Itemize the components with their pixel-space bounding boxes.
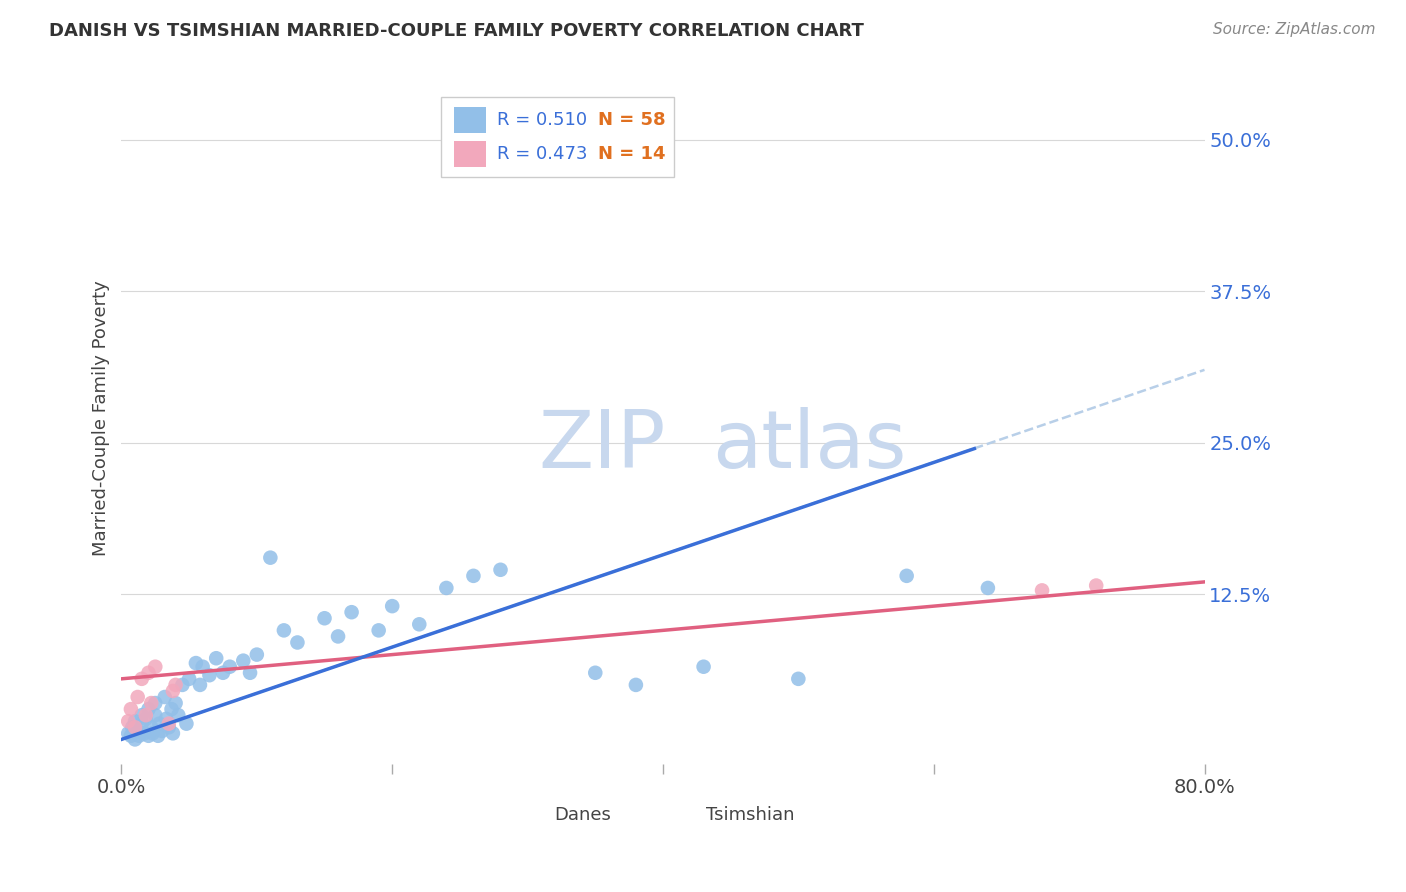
- Point: [367, 624, 389, 638]
- Point: [434, 581, 457, 595]
- Point: [191, 659, 214, 673]
- Point: [896, 569, 918, 583]
- Point: [408, 617, 430, 632]
- FancyBboxPatch shape: [517, 803, 547, 828]
- Point: [273, 624, 295, 638]
- Point: [157, 716, 180, 731]
- Point: [212, 665, 235, 680]
- Point: [142, 726, 165, 740]
- Text: atlas: atlas: [711, 407, 905, 485]
- Point: [117, 726, 139, 740]
- Point: [167, 708, 190, 723]
- FancyBboxPatch shape: [668, 803, 699, 828]
- Point: [188, 678, 211, 692]
- Point: [148, 716, 170, 731]
- Text: DANISH VS TSIMSHIAN MARRIED-COUPLE FAMILY POVERTY CORRELATION CHART: DANISH VS TSIMSHIAN MARRIED-COUPLE FAMIL…: [49, 22, 865, 40]
- Point: [172, 678, 194, 692]
- Point: [1031, 583, 1053, 598]
- Point: [124, 732, 146, 747]
- Point: [259, 550, 281, 565]
- Point: [160, 702, 183, 716]
- Point: [1085, 578, 1108, 592]
- FancyBboxPatch shape: [454, 141, 486, 167]
- Text: Danes: Danes: [554, 805, 612, 824]
- Text: ZIP: ZIP: [538, 407, 666, 485]
- Point: [165, 678, 187, 692]
- Point: [128, 729, 150, 743]
- Point: [138, 702, 160, 716]
- Point: [143, 708, 166, 723]
- Point: [287, 635, 309, 649]
- Point: [787, 672, 810, 686]
- Text: R = 0.510: R = 0.510: [498, 111, 588, 129]
- Point: [121, 720, 143, 734]
- FancyBboxPatch shape: [454, 107, 486, 133]
- Point: [489, 563, 512, 577]
- Point: [239, 665, 262, 680]
- Point: [314, 611, 336, 625]
- Point: [198, 668, 221, 682]
- Point: [246, 648, 269, 662]
- Point: [692, 659, 714, 673]
- Point: [135, 712, 157, 726]
- Point: [134, 726, 156, 740]
- FancyBboxPatch shape: [441, 97, 673, 177]
- Point: [155, 712, 177, 726]
- Point: [162, 684, 184, 698]
- Y-axis label: Married-Couple Family Poverty: Married-Couple Family Poverty: [93, 280, 110, 557]
- Point: [326, 629, 349, 643]
- Point: [176, 716, 198, 731]
- Point: [232, 654, 254, 668]
- Point: [120, 702, 142, 716]
- Point: [124, 714, 146, 729]
- Point: [624, 678, 647, 692]
- Point: [117, 714, 139, 729]
- Point: [165, 696, 187, 710]
- Point: [218, 659, 240, 673]
- Text: Source: ZipAtlas.com: Source: ZipAtlas.com: [1212, 22, 1375, 37]
- Point: [162, 726, 184, 740]
- Point: [127, 690, 149, 704]
- Point: [124, 720, 146, 734]
- Point: [131, 708, 153, 723]
- Text: Tsimshian: Tsimshian: [706, 805, 794, 824]
- Point: [131, 716, 153, 731]
- Text: N = 14: N = 14: [598, 145, 665, 162]
- Point: [138, 665, 160, 680]
- Point: [463, 569, 485, 583]
- Point: [143, 659, 166, 673]
- Point: [138, 729, 160, 743]
- Point: [120, 729, 142, 743]
- Text: N = 58: N = 58: [598, 111, 665, 129]
- Point: [184, 656, 207, 670]
- Point: [150, 723, 173, 738]
- Point: [135, 708, 157, 723]
- Point: [141, 696, 163, 710]
- Point: [977, 581, 1000, 595]
- Point: [153, 690, 176, 704]
- Point: [146, 729, 169, 743]
- Point: [583, 665, 606, 680]
- Point: [127, 723, 149, 738]
- Point: [205, 651, 228, 665]
- Point: [157, 720, 180, 734]
- Point: [340, 605, 363, 619]
- Point: [381, 599, 404, 614]
- Point: [179, 672, 201, 686]
- Point: [143, 696, 166, 710]
- Point: [141, 720, 163, 734]
- Text: R = 0.473: R = 0.473: [498, 145, 588, 162]
- Point: [131, 672, 153, 686]
